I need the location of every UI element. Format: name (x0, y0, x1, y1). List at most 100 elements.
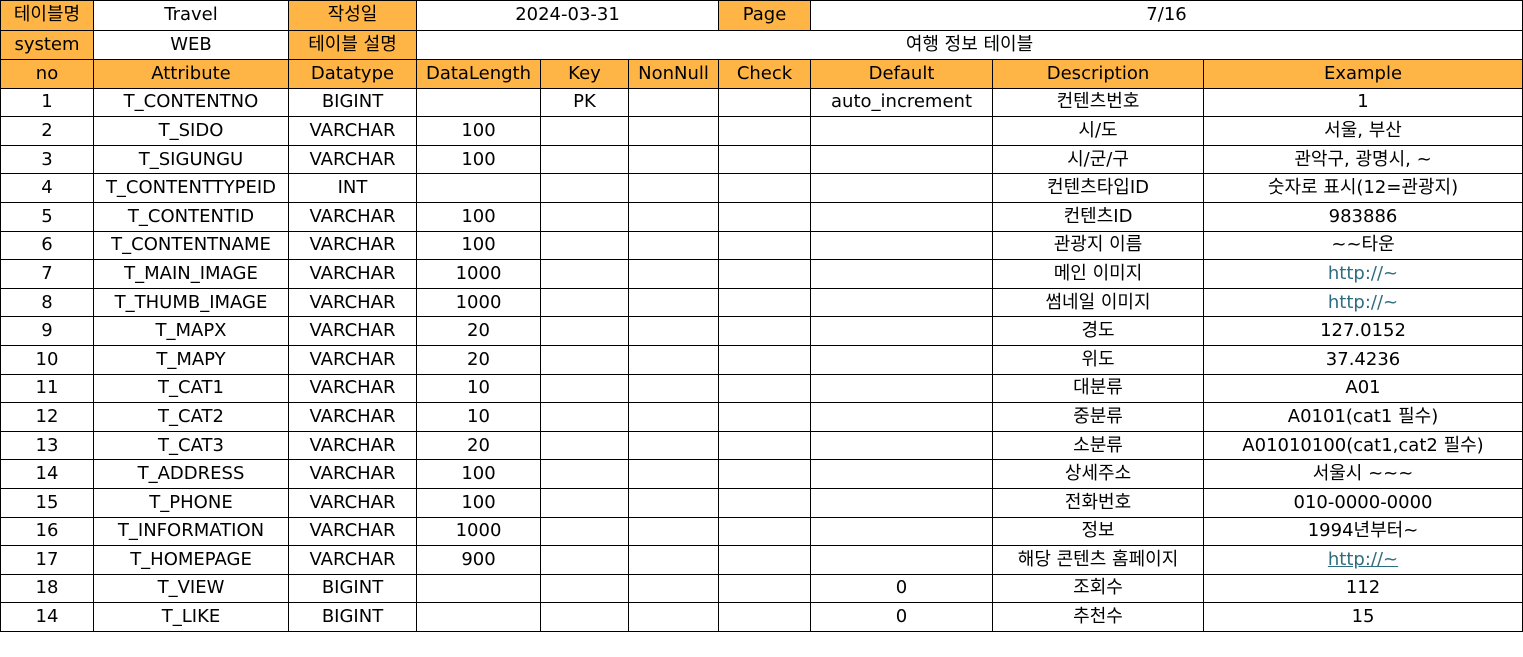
cell-description: 관광지 이름 (992, 230, 1205, 261)
header-datatype: Datatype (288, 59, 417, 89)
cell-key (540, 287, 629, 318)
cell-description: 추천수 (992, 602, 1205, 632)
table-row: 6 T_CONTENTNAME VARCHAR 100 관광지 이름 ~~타운 (0, 230, 1523, 261)
cell-description: 컨텐츠번호 (992, 87, 1205, 118)
example-link[interactable]: http://~ (1327, 548, 1399, 570)
cell-datalength: 100 (416, 487, 541, 518)
table-desc-label: 테이블 설명 (288, 29, 417, 60)
cell-attribute: T_CAT2 (93, 402, 289, 432)
cell-example[interactable]: http://~ (1203, 259, 1523, 289)
cell-check (718, 602, 812, 632)
cell-nonnull (627, 144, 720, 175)
cell-attribute: T_SIDO (93, 116, 289, 146)
table-row: 18 T_VIEW BIGINT 0 조회수 112 (0, 573, 1523, 604)
cell-no: 10 (0, 344, 94, 375)
cell-key (540, 344, 629, 375)
table-row: 17 T_HOMEPAGE VARCHAR 900 해당 콘텐츠 홈페이지 http://… (0, 545, 1523, 575)
cell-key (540, 116, 629, 146)
cell-datatype: VARCHAR (288, 287, 417, 318)
cell-nonnull (627, 487, 720, 518)
table-row: 2 T_SIDO VARCHAR 100 시/도 서울, 부산 (0, 116, 1523, 146)
cell-no: 18 (0, 573, 94, 604)
cell-datalength: 20 (416, 316, 541, 346)
cell-nonnull (627, 459, 720, 489)
meta-row-1: 테이블명 Travel 작성일 2024-03-31 Page 7/16 (0, 0, 1523, 31)
table-row: 4 T_CONTENTTYPEID INT 컨텐츠타입ID 숫자로 표시(12=관광지) (0, 173, 1523, 203)
cell-no: 3 (0, 144, 94, 175)
cell-attribute: T_MAIN_IMAGE (93, 259, 289, 289)
table-row: 13 T_CAT3 VARCHAR 20 소분류 A01010100(cat1,cat2 … (0, 430, 1523, 461)
cell-example: 1994년부터~ (1203, 516, 1523, 547)
cell-check (718, 516, 812, 547)
cell-default (810, 201, 994, 232)
cell-example: ~~타운 (1203, 230, 1523, 261)
cell-attribute: T_CAT1 (93, 373, 289, 404)
cell-key (540, 201, 629, 232)
cell-attribute: T_LIKE (93, 602, 289, 632)
cell-attribute: T_MAPX (93, 316, 289, 346)
cell-nonnull (627, 573, 720, 604)
cell-datatype: BIGINT (288, 87, 417, 118)
cell-datalength: 1000 (416, 516, 541, 547)
cell-datalength: 10 (416, 402, 541, 432)
cell-key (540, 573, 629, 604)
cell-datalength (416, 87, 541, 118)
cell-description: 정보 (992, 516, 1205, 547)
cell-example[interactable]: http://~ (1203, 545, 1523, 575)
cell-no: 16 (0, 516, 94, 547)
cell-check (718, 201, 812, 232)
cell-datalength: 100 (416, 201, 541, 232)
table-name-label: 테이블명 (0, 0, 94, 31)
cell-default (810, 230, 994, 261)
system-label: system (0, 29, 94, 60)
cell-datatype: BIGINT (288, 602, 417, 632)
cell-no: 12 (0, 402, 94, 432)
cell-datatype: VARCHAR (288, 116, 417, 146)
meta-row-2: system WEB 테이블 설명 여행 정보 테이블 (0, 29, 1523, 60)
cell-description: 전화번호 (992, 487, 1205, 518)
cell-default (810, 459, 994, 489)
cell-example: 010-0000-0000 (1203, 487, 1523, 518)
cell-nonnull (627, 402, 720, 432)
cell-no: 13 (0, 430, 94, 461)
cell-key (540, 373, 629, 404)
example-link[interactable]: http://~ (1327, 262, 1399, 284)
cell-check (718, 573, 812, 604)
cell-default (810, 287, 994, 318)
cell-example: A01010100(cat1,cat2 필수) (1203, 430, 1523, 461)
cell-no: 15 (0, 487, 94, 518)
cell-datalength (416, 173, 541, 203)
cell-key (540, 316, 629, 346)
table-definition-sheet: 테이블명 Travel 작성일 2024-03-31 Page 7/16 sys… (0, 0, 1523, 632)
cell-description: 컨텐츠타입ID (992, 173, 1205, 203)
cell-example: 15 (1203, 602, 1523, 632)
cell-nonnull (627, 344, 720, 375)
cell-check (718, 87, 812, 118)
cell-nonnull (627, 545, 720, 575)
cell-check (718, 173, 812, 203)
cell-no: 5 (0, 201, 94, 232)
cell-check (718, 259, 812, 289)
cell-description: 조회수 (992, 573, 1205, 604)
cell-example[interactable]: http://~ (1203, 287, 1523, 318)
cell-default (810, 516, 994, 547)
cell-default (810, 144, 994, 175)
cell-datalength: 20 (416, 344, 541, 375)
cell-example: 127.0152 (1203, 316, 1523, 346)
table-row: 9 T_MAPX VARCHAR 20 경도 127.0152 (0, 316, 1523, 346)
cell-nonnull (627, 87, 720, 118)
cell-description: 위도 (992, 344, 1205, 375)
cell-check (718, 487, 812, 518)
cell-nonnull (627, 516, 720, 547)
cell-datalength: 100 (416, 459, 541, 489)
cell-datatype: VARCHAR (288, 487, 417, 518)
example-link[interactable]: http://~ (1327, 291, 1399, 313)
cell-key (540, 402, 629, 432)
cell-key (540, 144, 629, 175)
cell-no: 7 (0, 259, 94, 289)
cell-datalength: 1000 (416, 287, 541, 318)
cell-nonnull (627, 316, 720, 346)
cell-datalength: 10 (416, 373, 541, 404)
cell-nonnull (627, 116, 720, 146)
cell-example: 983886 (1203, 201, 1523, 232)
